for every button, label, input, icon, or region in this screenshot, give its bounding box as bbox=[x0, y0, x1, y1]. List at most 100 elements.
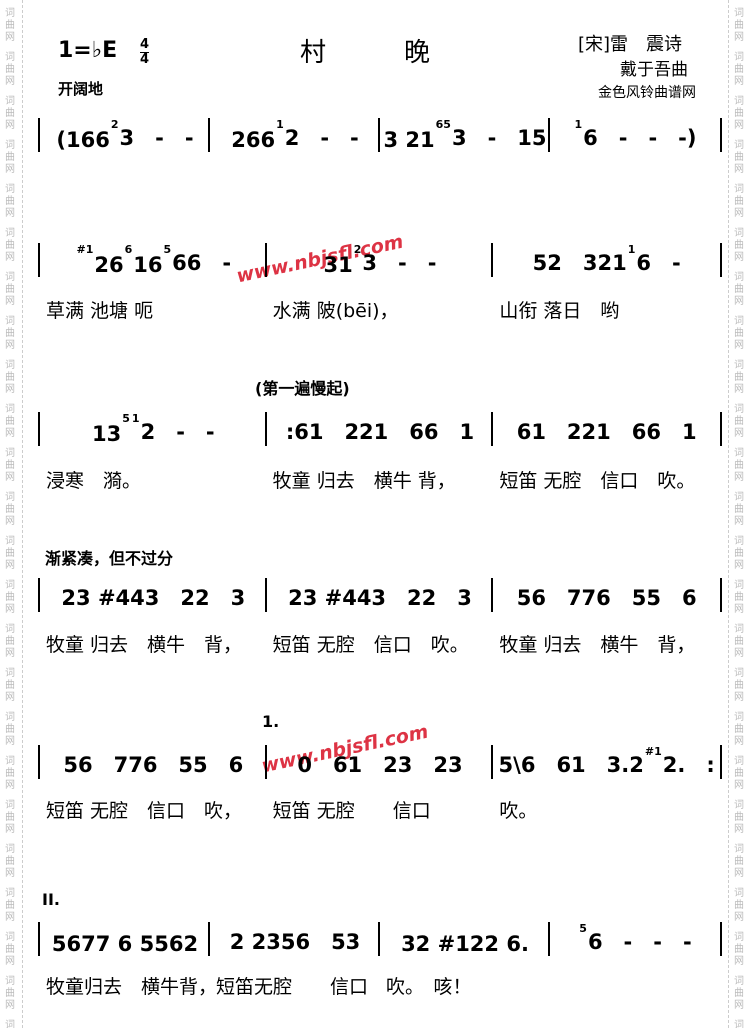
side-mark: 词曲网 bbox=[734, 624, 744, 659]
side-mark: 词曲网 bbox=[5, 448, 15, 483]
side-mark: 词曲网 bbox=[734, 932, 744, 967]
side-mark: 词曲网 bbox=[5, 888, 15, 923]
tempo: 开阔地 bbox=[58, 80, 104, 98]
lyric: 山衔 落日 哟 bbox=[499, 300, 620, 322]
grace-note: #1 bbox=[76, 243, 94, 256]
notes: 6 - - - bbox=[587, 930, 692, 954]
measure: 32 #122 6. bbox=[378, 922, 550, 956]
side-mark: 词曲网 bbox=[734, 536, 744, 571]
side-mark: 词曲网 bbox=[5, 140, 15, 175]
side-mark: 词曲网 bbox=[5, 404, 15, 439]
annotation: 渐紧凑，但不过分 bbox=[45, 549, 174, 568]
side-mark: 词曲网 bbox=[734, 844, 744, 879]
notes: 23 #443 22 3 bbox=[288, 586, 472, 610]
lyric: 吹。 bbox=[499, 800, 538, 822]
measure: (166 2 3 - - bbox=[38, 118, 210, 152]
side-mark: 词曲网 bbox=[734, 272, 744, 307]
lyric: 吹。 咳！ bbox=[386, 976, 472, 998]
measure: 13 5 1 2 - - bbox=[38, 412, 267, 446]
measure: 5\6 61 3.2 #1 2. : bbox=[491, 745, 722, 779]
side-mark: 词曲网 bbox=[734, 8, 744, 43]
side-mark: 词曲网 bbox=[5, 8, 15, 43]
time-bottom: 4 bbox=[140, 52, 150, 67]
notes: 6 - - -) bbox=[583, 126, 697, 150]
side-mark: 词曲网 bbox=[5, 492, 15, 527]
side-mark: 词曲网 bbox=[5, 360, 15, 395]
lyric: 水满 陂(bēi)， bbox=[272, 300, 399, 322]
side-mark: 词曲网 bbox=[734, 756, 744, 791]
notes: 6 - bbox=[636, 251, 681, 275]
side-mark: 词曲网 bbox=[734, 228, 744, 263]
grace-note: 1 bbox=[276, 118, 284, 131]
notes: 52 321 bbox=[532, 251, 627, 275]
title: 村 晚 bbox=[300, 38, 431, 68]
composer: 戴于吾曲 bbox=[620, 60, 688, 80]
time-top: 4 bbox=[140, 37, 150, 52]
side-mark: 词曲网 bbox=[734, 976, 744, 1011]
side-mark: 词曲网 bbox=[5, 712, 15, 747]
notes: 56 776 55 6 bbox=[516, 586, 697, 610]
notes: 31 bbox=[323, 253, 353, 277]
side-mark: 词曲网 bbox=[734, 800, 744, 835]
side-mark: 词曲网 bbox=[5, 184, 15, 219]
side-mark: 词曲网 bbox=[5, 52, 15, 87]
grace-note: 1 bbox=[627, 243, 636, 256]
side-mark: 词曲网 bbox=[734, 1020, 744, 1028]
side-mark: 词曲网 bbox=[734, 668, 744, 703]
lyric: 浸寒 漪。 bbox=[46, 470, 142, 492]
notes: 5\6 61 3.2 bbox=[498, 753, 644, 777]
lyric: 短笛 无腔 信口 吹。 bbox=[272, 634, 469, 656]
source: 金色风铃曲谱网 bbox=[598, 85, 696, 101]
measure: 52 321 1 6 - bbox=[491, 243, 722, 277]
measure: 3 21 65 3 - 15 bbox=[378, 118, 550, 152]
side-mark: 词曲网 bbox=[5, 976, 15, 1011]
side-mark: 词曲网 bbox=[5, 536, 15, 571]
measure: 56 776 55 6 bbox=[491, 578, 722, 612]
notes: 61 221 66 1 bbox=[516, 420, 697, 444]
grace-note: 5 bbox=[579, 922, 587, 935]
notes: 56 776 55 6 bbox=[63, 753, 244, 777]
grace-note: 65 bbox=[435, 118, 451, 131]
notes: 16 bbox=[133, 253, 163, 277]
notes: 66 - bbox=[172, 251, 232, 275]
measure: #1 26 6 16 5 66 - bbox=[38, 243, 267, 277]
lyric: 牧童 归去 横牛 背， bbox=[499, 634, 696, 656]
lyric: 牧童 归去 横牛 背， bbox=[272, 470, 456, 492]
side-mark: 词曲网 bbox=[5, 228, 15, 263]
side-mark: 词曲网 bbox=[5, 96, 15, 131]
measure: 0 61 23 23 bbox=[264, 745, 494, 779]
side-mark: 词曲网 bbox=[734, 52, 744, 87]
notes: 2 - - bbox=[140, 420, 215, 444]
measure: 31 2 3 - - bbox=[264, 243, 494, 277]
grace-note: #1 bbox=[644, 745, 662, 758]
measure: 5677 6 5562 bbox=[38, 922, 210, 956]
notes: 2. : bbox=[662, 753, 715, 777]
lyric: 短笛 无腔 信口 吹。 bbox=[499, 470, 696, 492]
poet: [宋]雷 震诗 bbox=[578, 34, 683, 55]
measure: :61 221 66 1 bbox=[264, 412, 494, 446]
grace-note: 1 bbox=[131, 412, 140, 425]
lyric: 草满 池塘 呃 bbox=[46, 300, 154, 322]
side-mark: 词曲网 bbox=[5, 580, 15, 615]
side-mark: 词曲网 bbox=[5, 272, 15, 307]
notes: 3 - - bbox=[119, 126, 194, 150]
side-mark: 词曲网 bbox=[734, 184, 744, 219]
side-mark: 词曲网 bbox=[5, 800, 15, 835]
lyric: 短笛无腔 信口 bbox=[216, 976, 369, 998]
side-mark: 词曲网 bbox=[5, 844, 15, 879]
side-mark: 词曲网 bbox=[734, 96, 744, 131]
annotation: (第一遍慢起) bbox=[255, 379, 350, 398]
notes: 2 2356 53 bbox=[229, 930, 361, 954]
grace-note: 2 bbox=[353, 243, 362, 256]
side-mark: 词曲网 bbox=[734, 888, 744, 923]
grace-note: 5 bbox=[163, 243, 172, 256]
measure: 23 #443 22 3 bbox=[264, 578, 494, 612]
notes: :61 221 66 1 bbox=[285, 420, 475, 444]
notes: 23 #443 22 3 bbox=[61, 586, 246, 610]
side-bar bbox=[0, 0, 23, 1028]
notes: 266 bbox=[231, 128, 276, 152]
lyric: 短笛 无腔 信口 吹， bbox=[46, 800, 243, 822]
side-mark: 词曲网 bbox=[734, 360, 744, 395]
